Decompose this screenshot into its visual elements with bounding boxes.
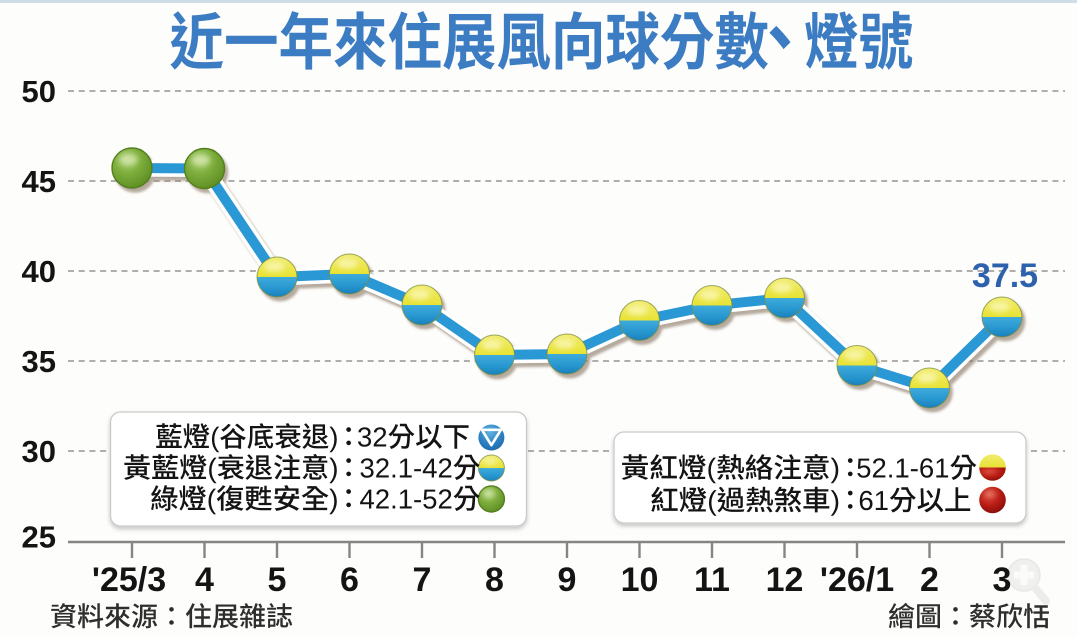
svg-text:2: 2 bbox=[920, 561, 939, 599]
svg-text:5: 5 bbox=[268, 561, 287, 599]
svg-text:6: 6 bbox=[340, 561, 359, 599]
svg-text:9: 9 bbox=[558, 561, 577, 599]
svg-text:12: 12 bbox=[766, 561, 804, 599]
svg-text:7: 7 bbox=[413, 561, 432, 599]
svg-text:50: 50 bbox=[22, 74, 56, 109]
svg-text:30: 30 bbox=[22, 434, 56, 469]
svg-text:8: 8 bbox=[485, 561, 504, 599]
svg-text:'26/1: '26/1 bbox=[820, 561, 894, 599]
svg-text:40: 40 bbox=[22, 254, 56, 289]
svg-text:45: 45 bbox=[22, 164, 56, 199]
svg-text:35: 35 bbox=[22, 344, 56, 379]
svg-text:4: 4 bbox=[195, 561, 214, 599]
svg-text:3: 3 bbox=[993, 561, 1012, 599]
svg-text:37.5: 37.5 bbox=[972, 257, 1038, 295]
svg-text:'25/3: '25/3 bbox=[92, 561, 166, 599]
svg-text:10: 10 bbox=[621, 561, 659, 599]
svg-text:25: 25 bbox=[22, 520, 56, 555]
svg-text:11: 11 bbox=[694, 561, 730, 599]
